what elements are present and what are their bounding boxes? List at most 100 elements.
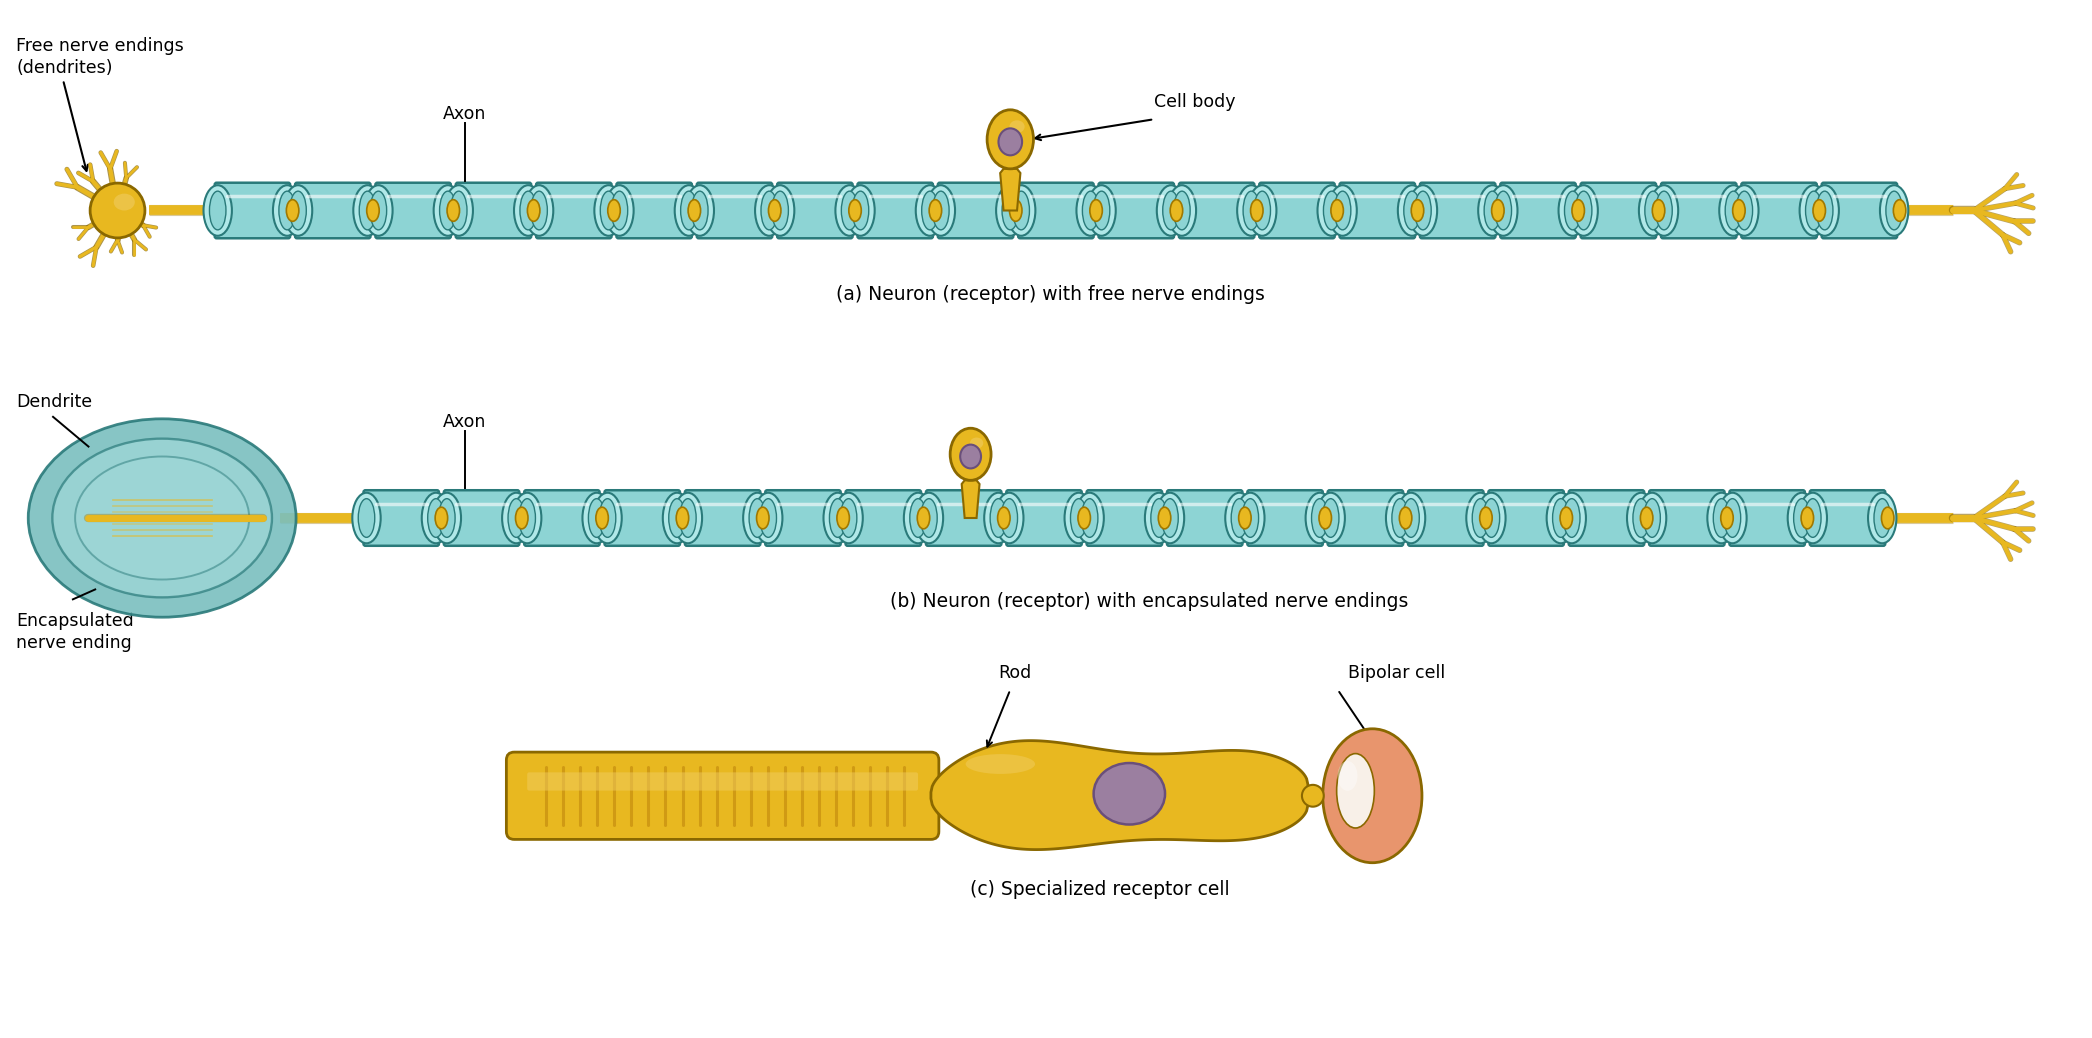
Ellipse shape bbox=[1094, 763, 1165, 824]
Ellipse shape bbox=[611, 191, 628, 229]
Ellipse shape bbox=[1628, 493, 1655, 543]
Ellipse shape bbox=[920, 498, 937, 538]
Ellipse shape bbox=[364, 185, 393, 236]
Ellipse shape bbox=[360, 191, 377, 229]
Ellipse shape bbox=[521, 191, 536, 229]
Ellipse shape bbox=[1010, 199, 1023, 221]
Ellipse shape bbox=[1163, 191, 1180, 229]
Ellipse shape bbox=[1732, 199, 1745, 221]
Ellipse shape bbox=[1232, 498, 1247, 538]
FancyBboxPatch shape bbox=[1810, 490, 1885, 546]
Ellipse shape bbox=[1324, 191, 1341, 229]
Ellipse shape bbox=[1236, 185, 1266, 236]
Ellipse shape bbox=[916, 508, 929, 528]
Ellipse shape bbox=[1331, 199, 1343, 221]
Ellipse shape bbox=[1640, 508, 1653, 528]
Ellipse shape bbox=[1496, 191, 1513, 229]
Ellipse shape bbox=[1638, 185, 1667, 236]
Ellipse shape bbox=[1155, 493, 1184, 543]
FancyBboxPatch shape bbox=[1328, 490, 1404, 546]
FancyBboxPatch shape bbox=[1730, 490, 1805, 546]
FancyBboxPatch shape bbox=[1019, 183, 1094, 239]
FancyBboxPatch shape bbox=[776, 183, 854, 239]
Ellipse shape bbox=[1408, 185, 1437, 236]
Ellipse shape bbox=[1799, 185, 1828, 236]
Ellipse shape bbox=[1885, 191, 1902, 229]
Ellipse shape bbox=[1559, 185, 1588, 236]
Text: (a) Neuron (receptor) with free nerve endings: (a) Neuron (receptor) with free nerve en… bbox=[835, 284, 1264, 304]
Ellipse shape bbox=[508, 498, 525, 538]
Ellipse shape bbox=[1799, 493, 1826, 543]
FancyBboxPatch shape bbox=[527, 772, 918, 791]
Ellipse shape bbox=[1082, 191, 1098, 229]
Ellipse shape bbox=[203, 185, 232, 236]
Ellipse shape bbox=[692, 191, 707, 229]
Ellipse shape bbox=[828, 498, 845, 538]
Ellipse shape bbox=[1305, 493, 1335, 543]
Ellipse shape bbox=[1391, 498, 1408, 538]
FancyBboxPatch shape bbox=[1741, 183, 1816, 239]
FancyBboxPatch shape bbox=[697, 183, 772, 239]
Ellipse shape bbox=[768, 199, 780, 221]
Text: Bipolar cell: Bipolar cell bbox=[1347, 663, 1446, 682]
Ellipse shape bbox=[1151, 498, 1167, 538]
Ellipse shape bbox=[354, 185, 381, 236]
Ellipse shape bbox=[519, 498, 536, 538]
Ellipse shape bbox=[1002, 191, 1019, 229]
Ellipse shape bbox=[761, 191, 778, 229]
Ellipse shape bbox=[1174, 191, 1190, 229]
Polygon shape bbox=[931, 741, 1308, 849]
Ellipse shape bbox=[837, 508, 849, 528]
Ellipse shape bbox=[910, 498, 927, 538]
Ellipse shape bbox=[1707, 493, 1736, 543]
Ellipse shape bbox=[755, 185, 782, 236]
Ellipse shape bbox=[849, 199, 862, 221]
Ellipse shape bbox=[1651, 185, 1678, 236]
Ellipse shape bbox=[594, 493, 621, 543]
Ellipse shape bbox=[1736, 191, 1753, 229]
Ellipse shape bbox=[1077, 508, 1090, 528]
Ellipse shape bbox=[1335, 191, 1351, 229]
Ellipse shape bbox=[1718, 493, 1747, 543]
Ellipse shape bbox=[1006, 185, 1036, 236]
FancyBboxPatch shape bbox=[617, 183, 692, 239]
Ellipse shape bbox=[52, 439, 272, 597]
Ellipse shape bbox=[929, 199, 941, 221]
FancyBboxPatch shape bbox=[1661, 183, 1736, 239]
Ellipse shape bbox=[1655, 191, 1672, 229]
Ellipse shape bbox=[1483, 191, 1500, 229]
Ellipse shape bbox=[983, 493, 1013, 543]
FancyBboxPatch shape bbox=[374, 183, 450, 239]
FancyBboxPatch shape bbox=[1167, 490, 1243, 546]
Text: Dendrite: Dendrite bbox=[17, 392, 92, 411]
Text: (c) Specialized receptor cell: (c) Specialized receptor cell bbox=[971, 880, 1230, 899]
Ellipse shape bbox=[916, 185, 943, 236]
Ellipse shape bbox=[90, 183, 144, 238]
FancyBboxPatch shape bbox=[858, 183, 933, 239]
Ellipse shape bbox=[502, 493, 531, 543]
Ellipse shape bbox=[757, 508, 770, 528]
Ellipse shape bbox=[1546, 493, 1575, 543]
Polygon shape bbox=[962, 481, 979, 518]
Ellipse shape bbox=[996, 493, 1023, 543]
Ellipse shape bbox=[1816, 191, 1833, 229]
Ellipse shape bbox=[446, 185, 473, 236]
Ellipse shape bbox=[1010, 120, 1025, 133]
Ellipse shape bbox=[423, 493, 450, 543]
Ellipse shape bbox=[1713, 498, 1730, 538]
Ellipse shape bbox=[370, 191, 387, 229]
Ellipse shape bbox=[749, 498, 766, 538]
Ellipse shape bbox=[1653, 199, 1665, 221]
Ellipse shape bbox=[923, 191, 937, 229]
Text: (b) Neuron (receptor) with encapsulated nerve endings: (b) Neuron (receptor) with encapsulated … bbox=[889, 593, 1408, 611]
FancyBboxPatch shape bbox=[295, 183, 370, 239]
Ellipse shape bbox=[835, 493, 862, 543]
Ellipse shape bbox=[1157, 185, 1186, 236]
Ellipse shape bbox=[1337, 754, 1374, 828]
Ellipse shape bbox=[1638, 493, 1667, 543]
Ellipse shape bbox=[1144, 493, 1174, 543]
Ellipse shape bbox=[515, 185, 542, 236]
Ellipse shape bbox=[1722, 508, 1734, 528]
Ellipse shape bbox=[525, 185, 552, 236]
Ellipse shape bbox=[759, 498, 776, 538]
